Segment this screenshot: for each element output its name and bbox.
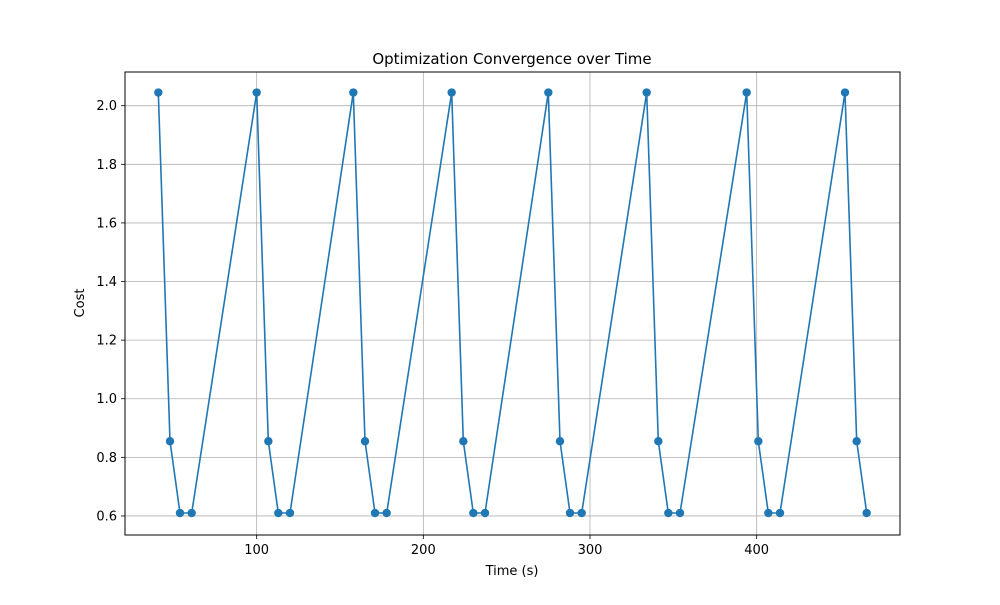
data-point bbox=[360, 437, 370, 446]
data-point bbox=[654, 437, 663, 446]
y-axis-label: Cost bbox=[73, 289, 88, 318]
data-point bbox=[264, 437, 273, 446]
y-axis-ticks: 0.6 0.8 1.0 1.2 1.4 1.6 1.8 2.0 bbox=[96, 99, 125, 524]
data-point bbox=[577, 508, 586, 518]
x-tick-label: 200 bbox=[411, 543, 436, 558]
y-tick-label: 2.0 bbox=[96, 99, 117, 114]
data-point bbox=[852, 437, 861, 446]
plot-frame bbox=[124, 71, 901, 536]
x-axis-label: Time (s) bbox=[485, 564, 539, 579]
data-point bbox=[675, 508, 685, 518]
x-tick-label: 400 bbox=[744, 543, 769, 558]
data-series bbox=[154, 88, 871, 518]
data-point bbox=[742, 88, 751, 97]
y-tick-label: 1.4 bbox=[96, 275, 117, 290]
data-point bbox=[555, 437, 565, 446]
data-point bbox=[252, 88, 261, 97]
data-point bbox=[480, 508, 490, 518]
data-point bbox=[187, 508, 196, 518]
data-point bbox=[544, 88, 553, 97]
y-tick-label: 1.2 bbox=[96, 334, 117, 349]
data-point bbox=[349, 88, 358, 97]
data-point bbox=[165, 437, 175, 446]
data-point bbox=[664, 508, 673, 518]
data-point bbox=[862, 508, 871, 518]
data-point bbox=[175, 508, 185, 518]
y-tick-label: 1.6 bbox=[96, 216, 117, 231]
y-tick-label: 0.6 bbox=[96, 509, 117, 524]
y-tick-label: 0.8 bbox=[96, 451, 117, 466]
data-point bbox=[285, 508, 295, 518]
data-point bbox=[274, 508, 283, 518]
data-point bbox=[754, 437, 763, 446]
data-point bbox=[447, 88, 456, 97]
data-point bbox=[775, 508, 785, 518]
data-point bbox=[565, 508, 575, 518]
data-point bbox=[370, 508, 380, 518]
data-point bbox=[764, 508, 773, 518]
x-tick-label: 100 bbox=[244, 543, 269, 558]
data-point bbox=[154, 88, 163, 97]
y-tick-label: 1.8 bbox=[96, 158, 117, 173]
data-point bbox=[382, 508, 391, 518]
chart-title: Optimization Convergence over Time bbox=[372, 50, 651, 68]
y-tick-label: 1.0 bbox=[96, 392, 117, 407]
data-point bbox=[459, 437, 468, 446]
data-point bbox=[642, 88, 651, 97]
data-point bbox=[469, 508, 478, 518]
x-tick-label: 300 bbox=[578, 543, 603, 558]
x-axis-ticks: 100 200 300 400 bbox=[244, 535, 769, 558]
data-point bbox=[840, 88, 850, 97]
